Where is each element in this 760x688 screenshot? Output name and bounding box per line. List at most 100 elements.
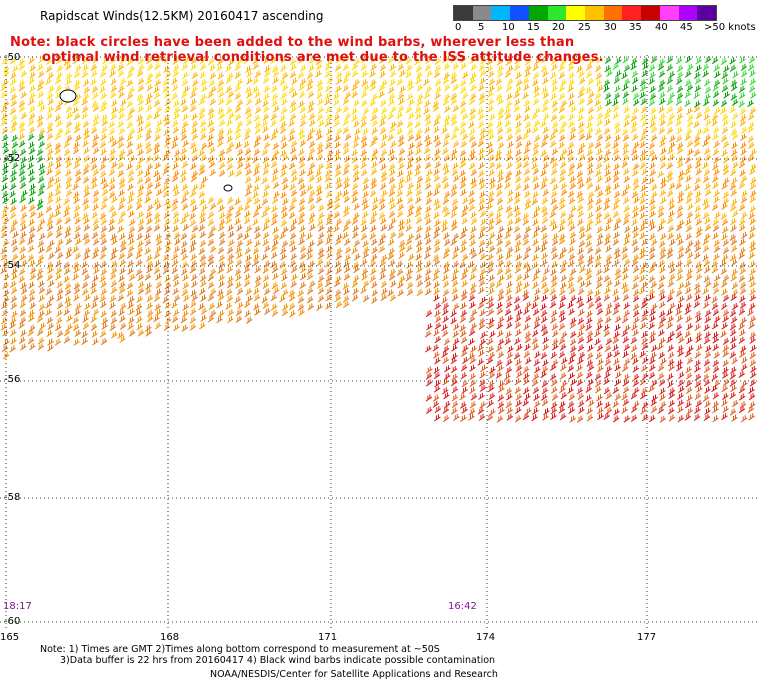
wind-barb — [594, 330, 601, 338]
wind-barb — [378, 245, 386, 253]
wind-barb — [433, 351, 440, 359]
wind-barb — [200, 133, 207, 141]
wind-barb — [136, 142, 143, 150]
wind-barb — [450, 357, 457, 365]
wind-barb — [722, 366, 729, 374]
wind-barb — [72, 324, 80, 332]
wind-barb — [568, 58, 576, 66]
wind-barb — [666, 64, 674, 72]
wind-barb — [658, 240, 666, 248]
wind-barb — [480, 261, 487, 269]
wind-barb — [189, 266, 197, 274]
wind-barb — [434, 79, 442, 87]
wind-barb — [443, 133, 451, 141]
wind-barb — [568, 72, 575, 80]
wind-barb — [38, 303, 46, 311]
wind-barb — [551, 79, 558, 87]
wind-barb — [46, 261, 54, 269]
wind-barb — [612, 62, 620, 70]
wind-barb — [488, 218, 495, 226]
wind-barb — [279, 78, 286, 86]
wind-barb — [551, 121, 559, 129]
wind-barb — [532, 211, 539, 219]
wind-barb — [261, 210, 268, 218]
wind-barb — [659, 252, 667, 260]
wind-barb — [406, 79, 414, 87]
wind-barb — [569, 224, 576, 232]
wind-barb — [722, 350, 729, 358]
wind-barb — [612, 175, 620, 183]
wind-barb — [362, 211, 369, 219]
wind-barb — [452, 303, 460, 311]
wind-barb — [621, 253, 629, 261]
wind-barb — [381, 254, 388, 262]
wind-barb — [146, 254, 153, 262]
wind-barb — [280, 253, 287, 261]
wind-barb — [695, 156, 703, 164]
wind-barb — [667, 280, 675, 288]
wind-barb — [207, 231, 215, 239]
wind-barb — [55, 324, 62, 332]
wind-barb — [10, 169, 17, 177]
wind-barb — [434, 140, 442, 148]
wind-barb — [128, 107, 136, 115]
wind-barb — [234, 198, 241, 206]
wind-barb — [406, 261, 413, 269]
wind-barb — [109, 177, 116, 185]
wind-barb — [288, 204, 296, 212]
wind-barb — [649, 86, 656, 94]
wind-barb — [252, 86, 259, 94]
wind-barb — [606, 217, 613, 225]
wind-barb — [416, 99, 423, 107]
wind-barb — [425, 372, 433, 380]
wind-barb — [650, 399, 657, 407]
wind-barb — [594, 65, 602, 73]
wind-barb — [190, 260, 198, 268]
wind-barb — [522, 160, 530, 169]
wind-barb — [128, 316, 135, 324]
wind-barb — [695, 64, 702, 73]
wind-barb — [576, 275, 584, 283]
wind-barb — [596, 239, 603, 247]
wind-barb — [9, 190, 16, 198]
wind-barb — [192, 79, 199, 87]
wind-barb — [110, 317, 118, 325]
wind-barb — [650, 191, 658, 199]
wind-barb — [216, 85, 224, 93]
wind-barb — [460, 245, 467, 253]
wind-barb — [470, 72, 477, 80]
wind-barb — [36, 328, 44, 337]
wind-barb — [469, 379, 477, 388]
wind-barb — [21, 287, 28, 295]
wind-barb — [226, 135, 233, 143]
wind-barb — [262, 168, 270, 176]
wind-barb — [218, 293, 225, 302]
wind-barb — [641, 281, 648, 289]
wind-barb — [542, 189, 550, 197]
wind-barb — [560, 121, 568, 129]
wind-barb — [649, 364, 656, 372]
wind-barb — [658, 351, 665, 360]
wind-barb — [270, 218, 278, 226]
wind-barb — [100, 126, 108, 134]
wind-barb — [623, 106, 630, 114]
wind-barb — [92, 308, 100, 316]
wind-barb — [560, 79, 568, 87]
wind-barb — [685, 372, 693, 380]
wind-barb — [558, 406, 566, 414]
wind-barb — [459, 232, 467, 240]
wind-barb — [532, 281, 539, 289]
wind-barb — [324, 63, 331, 71]
wind-barb — [639, 141, 646, 149]
wind-barb — [128, 296, 135, 304]
wind-barb — [380, 99, 387, 107]
wind-barb — [111, 140, 118, 148]
wind-barb — [641, 372, 649, 380]
wind-barb — [119, 322, 127, 330]
wind-barb — [558, 106, 566, 114]
wind-barb — [371, 211, 378, 219]
wind-barb — [695, 230, 703, 238]
wind-barb — [738, 100, 745, 108]
wind-barb — [119, 315, 126, 323]
wind-barb — [118, 106, 125, 114]
